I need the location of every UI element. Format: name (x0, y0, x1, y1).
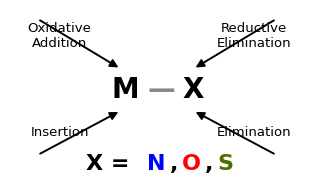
Text: ,: , (170, 154, 178, 174)
Text: O: O (182, 154, 201, 174)
Text: ,: , (205, 154, 214, 174)
Text: X: X (182, 76, 203, 104)
Text: M: M (111, 76, 139, 104)
Text: S: S (217, 154, 233, 174)
Text: Insertion: Insertion (30, 126, 89, 139)
Text: Reductive
Elimination: Reductive Elimination (217, 22, 292, 50)
Text: N: N (148, 154, 166, 174)
Text: —: — (147, 76, 175, 104)
Text: X =: X = (86, 154, 137, 174)
Text: Oxidative
Addition: Oxidative Addition (28, 22, 92, 50)
Text: Elimination: Elimination (217, 126, 292, 139)
